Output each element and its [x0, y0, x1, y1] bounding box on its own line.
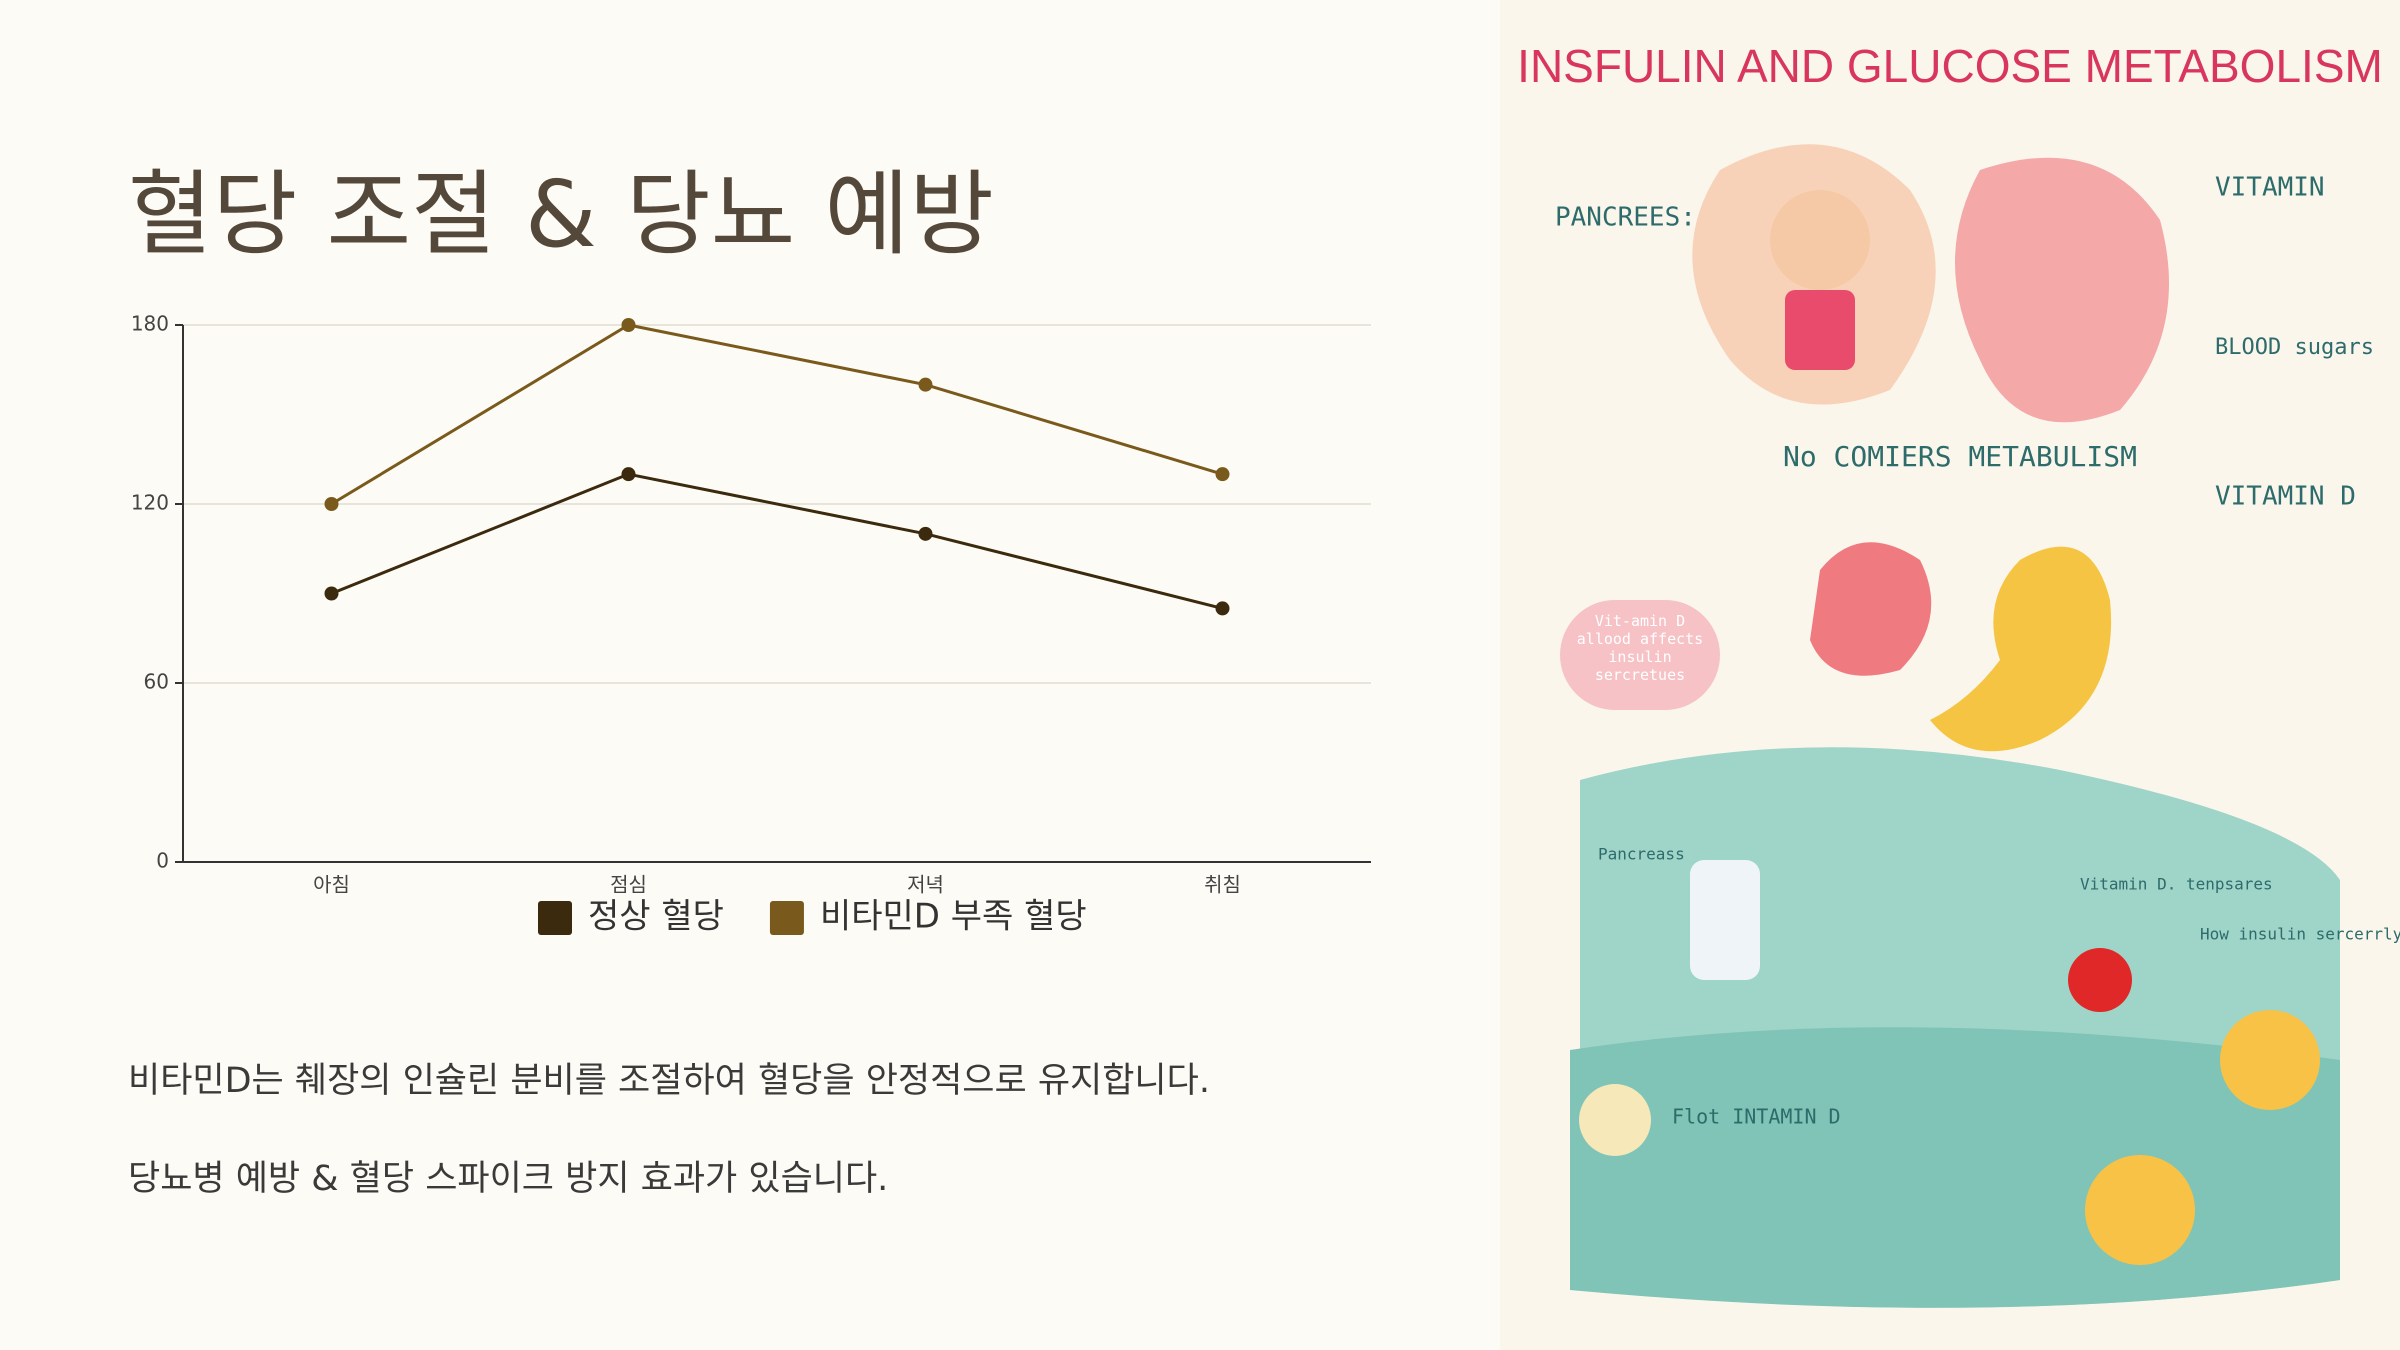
point — [918, 377, 933, 392]
liver — [1810, 542, 1932, 676]
x-tick-label: 저녁 — [907, 873, 944, 897]
orange — [2085, 1155, 2195, 1265]
y-tick-label: 60 — [144, 670, 169, 694]
legend-label: 비타민D 부족 혈당 — [820, 897, 1087, 937]
point — [918, 526, 933, 541]
illustration-label: Flot INTAMIN D — [1672, 1105, 1841, 1129]
y-tick-label: 180 — [131, 312, 169, 336]
x-tick-label: 취침 — [1204, 873, 1241, 897]
blob — [1955, 157, 2169, 423]
illustration-label: How insulin sercerrly — [2200, 925, 2400, 944]
legend-swatch — [769, 901, 804, 935]
slide-title: 혈당 조절 & 당뇨 예방 — [128, 161, 994, 268]
legend-swatch — [538, 901, 572, 935]
child-body — [1785, 290, 1855, 370]
x-tick-label: 아침 — [313, 873, 350, 897]
illustration-title: INSFULIN AND GLUCOSE METABOLISM — [1517, 40, 2383, 92]
point — [1215, 467, 1230, 482]
illustration-label: PANCREES: — [1555, 203, 1696, 233]
illustration-label: Pancreass — [1598, 845, 1685, 864]
illustration: INSFULIN AND GLUCOSE METABOLISM PANCREES… — [1500, 0, 2400, 1350]
point — [324, 497, 339, 511]
illustration-label: Vit-amin D allood affects insulin sercre… — [1576, 612, 1704, 684]
illustration-label: VITAMIN — [2215, 173, 2325, 203]
body-text: 비타민D는 췌장의 인슐린 분비를 조절하여 혈당을 안정적으로 유지합니다. — [128, 1061, 1210, 1101]
x-tick-label: 점심 — [610, 873, 647, 897]
series-line — [330, 323, 1223, 506]
body-text: 당뇨병 예방 & 혈당 스파이크 방지 효과가 있습니다. — [128, 1159, 889, 1199]
y-tick-label: 120 — [131, 491, 169, 515]
apple — [2068, 948, 2132, 1012]
orange — [2220, 1010, 2320, 1110]
illustration-label-box: Vit-amin D allood affects insulin sercre… — [1576, 612, 1704, 684]
illustration-label: VITAMIN D — [2215, 482, 2356, 512]
badge — [1560, 600, 1720, 710]
clock — [1579, 1084, 1651, 1156]
point — [621, 318, 636, 332]
point — [621, 467, 636, 482]
child-face — [1770, 190, 1870, 290]
illustration-label: No COMIERS METABULISM — [1783, 440, 2137, 473]
stomach — [1930, 546, 2112, 752]
point — [324, 586, 339, 601]
illustration-label: Vitamin D. tenpsares — [2080, 875, 2273, 894]
y-tick-label: 0 — [156, 849, 169, 873]
legend-label: 정상 혈당 — [588, 897, 724, 937]
series-line — [330, 472, 1223, 610]
bottle — [1690, 860, 1760, 980]
point — [1215, 601, 1230, 616]
illustration-label: BLOOD sugars — [2215, 335, 2374, 360]
